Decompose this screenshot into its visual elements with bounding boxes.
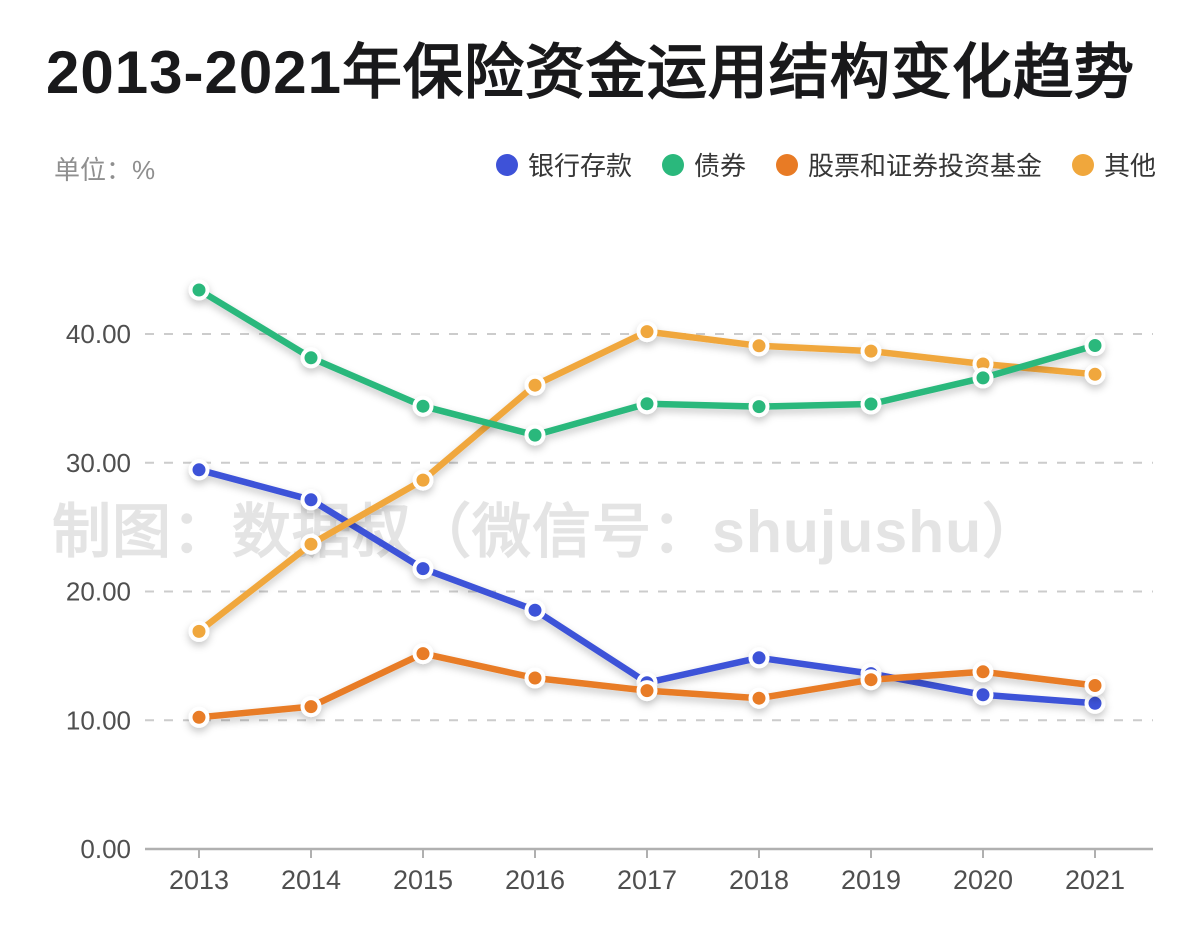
x-tick-label: 2014 xyxy=(281,865,341,895)
page-title: 2013-2021年保险资金运用结构变化趋势 xyxy=(46,39,1135,106)
data-point-others-2017[interactable] xyxy=(636,321,658,343)
data-point-others-2015[interactable] xyxy=(412,469,434,491)
data-point-bonds-2013[interactable] xyxy=(188,279,210,301)
y-tick-label: 30.00 xyxy=(66,448,131,478)
data-point-stocks-and-funds-2019[interactable] xyxy=(860,669,882,691)
x-tick-label: 2019 xyxy=(841,865,901,895)
series-stocks-and-funds xyxy=(188,643,1106,728)
data-point-bonds-2019[interactable] xyxy=(860,393,882,415)
data-point-bank-deposits-2016[interactable] xyxy=(524,599,546,621)
x-tick-label: 2021 xyxy=(1065,865,1125,895)
data-point-stocks-and-funds-2017[interactable] xyxy=(636,680,658,702)
data-point-bonds-2021[interactable] xyxy=(1084,335,1106,356)
data-point-bank-deposits-2020[interactable] xyxy=(972,684,994,706)
data-point-bank-deposits-2018[interactable] xyxy=(748,647,770,669)
legend-item-others[interactable]: 其他 xyxy=(1071,146,1156,183)
data-point-stocks-and-funds-2018[interactable] xyxy=(748,687,770,709)
data-point-others-2021[interactable] xyxy=(1084,363,1106,385)
series-line-others xyxy=(195,328,1099,635)
data-point-stocks-and-funds-2015[interactable] xyxy=(412,643,434,665)
unit-label: 单位：% xyxy=(54,155,156,185)
watermark: 制图：数据叔（微信号：shujushu） xyxy=(52,499,1043,565)
x-tick-label: 2013 xyxy=(169,865,229,895)
data-point-bonds-2014[interactable] xyxy=(300,347,322,369)
x-tick-label: 2016 xyxy=(505,865,565,895)
data-point-stocks-and-funds-2020[interactable] xyxy=(972,661,994,683)
series-line-bank-deposits xyxy=(195,466,1099,707)
legend-item-label: 银行存款 xyxy=(527,151,632,181)
data-point-others-2018[interactable] xyxy=(748,335,770,357)
data-point-stocks-and-funds-2013[interactable] xyxy=(188,706,210,728)
data-point-bonds-2017[interactable] xyxy=(636,393,658,415)
legend: 银行存款 债券 股票和证券投资基金 其他 xyxy=(495,146,1156,183)
data-point-others-2013[interactable] xyxy=(188,620,210,642)
data-point-stocks-and-funds-2021[interactable] xyxy=(1084,675,1106,696)
legend-item-label: 债券 xyxy=(693,151,746,181)
y-tick-label: 0.00 xyxy=(80,834,131,864)
data-point-stocks-and-funds-2016[interactable] xyxy=(524,667,546,689)
stocks-and-funds-swatch-icon xyxy=(775,153,798,176)
data-point-others-2014[interactable] xyxy=(300,533,322,555)
data-point-bank-deposits-2021[interactable] xyxy=(1084,692,1106,714)
series-others xyxy=(188,321,1106,642)
others-swatch-icon xyxy=(1071,153,1094,176)
y-tick-label: 10.00 xyxy=(66,705,131,735)
bonds-swatch-icon xyxy=(661,153,684,176)
legend-item-stocks-and-funds[interactable]: 股票和证券投资基金 xyxy=(775,146,1042,183)
data-point-stocks-and-funds-2014[interactable] xyxy=(300,696,322,718)
legend-item-label: 股票和证券投资基金 xyxy=(807,151,1042,181)
data-point-bank-deposits-2014[interactable] xyxy=(300,489,322,511)
data-point-bonds-2020[interactable] xyxy=(972,367,994,389)
y-tick-label: 40.00 xyxy=(66,319,131,349)
y-tick-label: 20.00 xyxy=(66,577,131,607)
x-tick-label: 2017 xyxy=(617,865,677,895)
data-point-bank-deposits-2013[interactable] xyxy=(188,459,210,481)
legend-item-label: 其他 xyxy=(1103,151,1156,181)
data-point-others-2016[interactable] xyxy=(524,374,546,396)
legend-item-bonds[interactable]: 债券 xyxy=(661,146,746,183)
x-tick-label: 2015 xyxy=(393,865,453,895)
data-point-bonds-2018[interactable] xyxy=(748,396,770,418)
data-point-bonds-2015[interactable] xyxy=(412,395,434,417)
data-point-bonds-2016[interactable] xyxy=(524,424,546,446)
series-bonds xyxy=(188,279,1106,446)
x-tick-label: 2018 xyxy=(729,865,789,895)
x-tick-label: 2020 xyxy=(953,865,1013,895)
data-point-bank-deposits-2015[interactable] xyxy=(412,558,434,580)
bank-deposits-swatch-icon xyxy=(495,153,518,176)
data-point-others-2019[interactable] xyxy=(860,340,882,362)
legend-item-bank-deposits[interactable]: 银行存款 xyxy=(495,146,632,183)
